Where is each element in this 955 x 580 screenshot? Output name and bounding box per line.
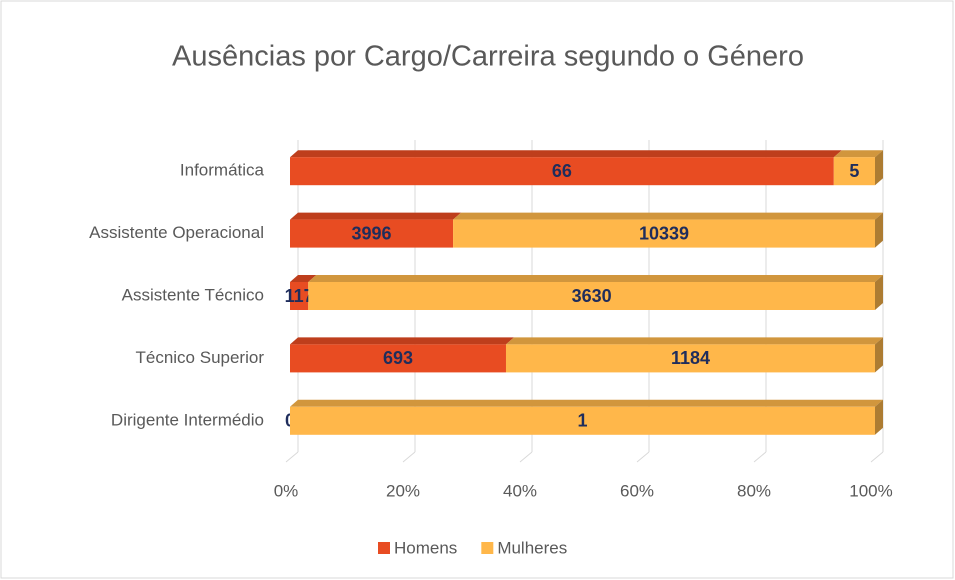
- y-tick-label: Técnico Superior: [135, 348, 264, 367]
- bar-side: [875, 275, 883, 310]
- data-label: 66: [552, 161, 572, 181]
- y-tick-label: Assistente Operacional: [89, 223, 264, 242]
- bar-side: [875, 337, 883, 373]
- data-label: 693: [383, 348, 413, 368]
- y-tick-label: Informática: [180, 161, 265, 180]
- grid-floor: [636, 451, 650, 463]
- bar: [290, 157, 834, 186]
- bar-side: [875, 150, 883, 186]
- data-label: 3630: [572, 286, 612, 306]
- data-label: 3996: [352, 223, 392, 243]
- bar-side: [875, 212, 883, 248]
- x-tick-label: 60%: [620, 481, 654, 500]
- y-tick-label: Assistente Técnico: [122, 285, 264, 304]
- data-label: 1184: [671, 348, 710, 368]
- bar-top: [308, 275, 883, 282]
- legend-swatch: [481, 542, 494, 554]
- x-tick-label: 100%: [849, 481, 892, 500]
- grid-floor: [870, 451, 884, 463]
- y-tick-label: Dirigente Intermédio: [111, 410, 264, 429]
- x-tick-label: 0%: [274, 481, 299, 500]
- bar-top: [453, 212, 883, 220]
- bar: [290, 219, 454, 248]
- data-label: 10339: [639, 223, 689, 243]
- x-tick-label: 80%: [737, 481, 771, 500]
- grid-floor: [402, 451, 416, 463]
- data-label: 1: [577, 411, 587, 431]
- bar-top: [833, 150, 883, 158]
- legend-label: Homens: [394, 538, 457, 557]
- bar-top: [290, 337, 514, 345]
- x-tick-label: 20%: [386, 481, 420, 500]
- bar-top: [290, 212, 462, 220]
- bar-top: [290, 399, 883, 407]
- legend-label: Mulheres: [497, 538, 567, 557]
- grid-floor: [753, 451, 767, 463]
- data-label: 117: [285, 286, 314, 306]
- x-tick-label: 40%: [503, 481, 537, 500]
- bar: [290, 406, 875, 435]
- bar: [290, 282, 309, 310]
- bar: [290, 344, 506, 373]
- chart-title: Ausências por Cargo/Carreira segundo o G…: [172, 41, 804, 73]
- bar: [453, 219, 875, 248]
- bar-top: [290, 150, 842, 158]
- bar-top: [505, 337, 883, 345]
- grid-floor: [519, 451, 533, 463]
- legend-swatch: [378, 542, 390, 554]
- data-label: 5: [849, 161, 859, 181]
- bar-side: [875, 399, 883, 435]
- bar: [308, 282, 875, 310]
- bar: [505, 344, 875, 373]
- bar-top: [290, 275, 317, 282]
- bar: [833, 157, 875, 186]
- grid-floor: [285, 451, 299, 463]
